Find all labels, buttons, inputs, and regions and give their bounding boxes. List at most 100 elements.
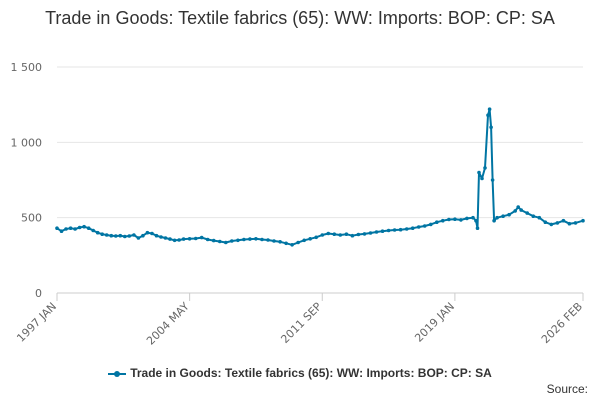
data-point[interactable]: [168, 237, 172, 241]
data-point[interactable]: [447, 217, 451, 222]
data-point[interactable]: [492, 218, 496, 223]
data-point[interactable]: [302, 238, 307, 243]
data-point[interactable]: [205, 237, 210, 242]
data-point[interactable]: [314, 235, 319, 240]
data-point[interactable]: [516, 205, 520, 209]
data-point[interactable]: [465, 216, 469, 221]
data-point[interactable]: [150, 231, 154, 236]
data-point[interactable]: [475, 226, 480, 230]
data-point[interactable]: [487, 107, 492, 111]
data-point[interactable]: [398, 227, 403, 232]
data-point[interactable]: [519, 208, 523, 212]
data-point[interactable]: [459, 218, 463, 222]
data-point[interactable]: [480, 176, 484, 181]
data-point[interactable]: [380, 229, 385, 233]
data-point[interactable]: [242, 237, 246, 242]
data-point[interactable]: [260, 237, 264, 242]
data-point[interactable]: [501, 214, 505, 218]
data-point[interactable]: [145, 230, 150, 235]
data-point[interactable]: [109, 233, 114, 238]
data-point[interactable]: [254, 237, 258, 241]
legend[interactable]: Trade in Goods: Textile fabrics (65): WW…: [0, 366, 600, 380]
data-point[interactable]: [344, 232, 349, 236]
data-point[interactable]: [296, 240, 300, 245]
data-point[interactable]: [525, 211, 529, 215]
data-point[interactable]: [441, 218, 445, 223]
data-point[interactable]: [141, 233, 145, 238]
data-point[interactable]: [555, 221, 560, 225]
data-point[interactable]: [193, 236, 198, 241]
data-point[interactable]: [326, 231, 331, 236]
data-point[interactable]: [374, 230, 379, 234]
data-point[interactable]: [543, 220, 548, 224]
data-point[interactable]: [290, 243, 294, 247]
data-point[interactable]: [495, 215, 499, 220]
data-point[interactable]: [266, 238, 270, 242]
data-point[interactable]: [368, 231, 373, 235]
data-point[interactable]: [573, 221, 578, 225]
data-point[interactable]: [410, 226, 415, 230]
data-point[interactable]: [284, 241, 288, 246]
data-point[interactable]: [154, 233, 159, 238]
data-point[interactable]: [561, 218, 566, 223]
data-point[interactable]: [386, 228, 391, 233]
data-point[interactable]: [416, 225, 421, 229]
data-point[interactable]: [127, 234, 132, 238]
data-point[interactable]: [248, 237, 252, 241]
data-point[interactable]: [172, 238, 177, 243]
data-point[interactable]: [136, 236, 141, 240]
data-point[interactable]: [567, 221, 572, 226]
data-point[interactable]: [350, 233, 355, 238]
data-point[interactable]: [531, 214, 536, 218]
data-point[interactable]: [489, 125, 493, 130]
data-point[interactable]: [537, 215, 542, 220]
data-point[interactable]: [308, 237, 313, 241]
data-point[interactable]: [77, 225, 82, 230]
data-point[interactable]: [68, 226, 73, 230]
data-point[interactable]: [91, 228, 95, 233]
data-point[interactable]: [422, 224, 427, 228]
data-point[interactable]: [95, 230, 100, 235]
data-point[interactable]: [104, 233, 109, 237]
data-point[interactable]: [507, 212, 511, 217]
data-point[interactable]: [187, 237, 192, 241]
data-point[interactable]: [404, 227, 409, 231]
data-point[interactable]: [59, 229, 64, 233]
data-point[interactable]: [230, 239, 234, 243]
data-point[interactable]: [218, 239, 222, 244]
data-point[interactable]: [272, 239, 276, 243]
data-point[interactable]: [356, 232, 361, 237]
data-point[interactable]: [471, 215, 475, 220]
data-point[interactable]: [55, 226, 59, 230]
data-point[interactable]: [429, 222, 433, 227]
data-point[interactable]: [338, 233, 343, 237]
data-point[interactable]: [236, 238, 240, 243]
data-point[interactable]: [199, 235, 204, 240]
data-point[interactable]: [320, 233, 325, 237]
data-point[interactable]: [159, 235, 163, 239]
data-point[interactable]: [123, 234, 127, 239]
data-point[interactable]: [163, 236, 168, 240]
data-point[interactable]: [490, 178, 495, 182]
data-point[interactable]: [474, 218, 478, 223]
data-point[interactable]: [82, 224, 86, 229]
data-point[interactable]: [483, 166, 487, 170]
data-point[interactable]: [86, 226, 91, 230]
data-point[interactable]: [477, 170, 481, 175]
data-point[interactable]: [435, 220, 439, 224]
data-point[interactable]: [118, 233, 123, 238]
data-point[interactable]: [132, 233, 136, 237]
data-point[interactable]: [581, 218, 585, 223]
data-point[interactable]: [453, 217, 457, 221]
data-point[interactable]: [332, 232, 337, 236]
data-point[interactable]: [114, 234, 118, 238]
data-point[interactable]: [392, 228, 397, 232]
data-point[interactable]: [224, 240, 228, 245]
data-point[interactable]: [177, 238, 181, 242]
data-point[interactable]: [513, 209, 517, 213]
data-point[interactable]: [486, 113, 490, 117]
data-point[interactable]: [64, 227, 68, 231]
data-point[interactable]: [278, 240, 282, 244]
data-point[interactable]: [73, 227, 77, 231]
data-point[interactable]: [211, 238, 216, 243]
